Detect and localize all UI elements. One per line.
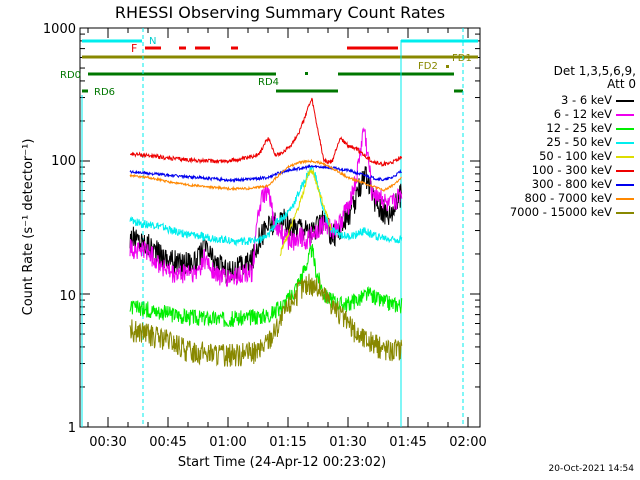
x-axis-label: Start Time (24-Apr-12 00:23:02) [178, 455, 386, 470]
legend-swatch [616, 184, 634, 186]
x-tick-label: 01:45 [389, 435, 426, 450]
legend-label: 25 - 50 keV [546, 135, 612, 149]
legend-entry: 3 - 6 keV [478, 93, 636, 107]
timestamp: 20-Oct-2021 14:54 [548, 464, 634, 474]
legend-entry: 12 - 25 keV [478, 121, 636, 135]
x-tick-label: 01:30 [329, 435, 366, 450]
legend-label: 50 - 100 keV [539, 149, 612, 163]
x-tick-labels: 00:30 00:45 01:00 01:15 01:30 01:45 02:00 [89, 435, 486, 450]
status-bars: N F FD1 FD2 RD0 RD4 RD6 [60, 36, 478, 98]
plot-area [79, 27, 481, 428]
legend-swatch [616, 128, 634, 130]
legend-entry: 800 - 7000 keV [478, 191, 636, 205]
series-line-6 [130, 97, 403, 167]
legend-label: 7000 - 15000 keV [509, 205, 612, 219]
fd1-label: FD1 [452, 53, 472, 64]
x-tick-label: 00:45 [149, 435, 186, 450]
legend-label: 6 - 12 keV [553, 107, 612, 121]
legend-label: 100 - 300 keV [531, 163, 612, 177]
legend-label: 300 - 800 keV [531, 177, 612, 191]
legend-swatch [616, 198, 634, 200]
legend-title-line1: Det 1,3,5,6,9, [553, 64, 636, 78]
series-lines [129, 97, 403, 367]
fd2-mark [446, 65, 449, 68]
legend-entry: 6 - 12 keV [478, 107, 636, 121]
x-tick-label: 01:15 [269, 435, 306, 450]
x-tick-label: 01:00 [209, 435, 246, 450]
series-line-1 [129, 166, 403, 284]
fd2-label: FD2 [418, 61, 438, 72]
legend-entry: 7000 - 15000 keV [478, 205, 636, 219]
chart-title: RHESSI Observing Summary Count Rates [115, 3, 445, 22]
legend: Det 1,3,5,6,9, Att 0 3 - 6 keV 6 - 12 keV… [478, 64, 636, 220]
y-tick-label-10: 10 [59, 289, 76, 304]
series-line-4 [129, 165, 403, 247]
series-line-3 [129, 244, 403, 328]
rd0-dot [305, 72, 308, 75]
legend-swatch [616, 142, 634, 144]
x-tick-label: 00:30 [89, 435, 126, 450]
rd6-label: RD6 [94, 87, 115, 98]
legend-swatch [616, 212, 634, 214]
axis-ticks [80, 27, 480, 428]
legend-label: 800 - 7000 keV [524, 191, 612, 205]
legend-label: 3 - 6 keV [561, 93, 612, 107]
series-line-8 [129, 158, 402, 193]
night-label: N [149, 36, 156, 47]
legend-swatch [616, 114, 634, 116]
y-axis-label: Count Rate (s⁻¹ detector⁻¹) [21, 139, 36, 316]
legend-swatch [616, 170, 634, 172]
series-line-7 [129, 163, 403, 183]
y-tick-label-1000: 1000 [43, 22, 76, 37]
series-line-5 [279, 168, 333, 257]
flare-label: F [131, 42, 137, 55]
y-tick-label-1: 1 [68, 421, 76, 436]
y-tick-label-100: 100 [51, 154, 76, 169]
legend-rows: 3 - 6 keV 6 - 12 keV 12 - 25 keV 25 - 50 ke… [478, 93, 636, 219]
legend-entry: 50 - 100 keV [478, 149, 636, 163]
legend-swatch [616, 156, 634, 158]
series-line-9 [129, 273, 403, 367]
legend-entry: 100 - 300 keV [478, 163, 636, 177]
rd0-label: RD0 [60, 70, 81, 81]
legend-entry: 25 - 50 keV [478, 135, 636, 149]
legend-entry: 300 - 800 keV [478, 177, 636, 191]
legend-swatch [616, 100, 634, 102]
legend-title-line2: Att 0 [607, 77, 636, 91]
x-tick-label: 02:00 [449, 435, 486, 450]
rd4-label: RD4 [258, 77, 279, 88]
legend-label: 12 - 25 keV [546, 121, 612, 135]
